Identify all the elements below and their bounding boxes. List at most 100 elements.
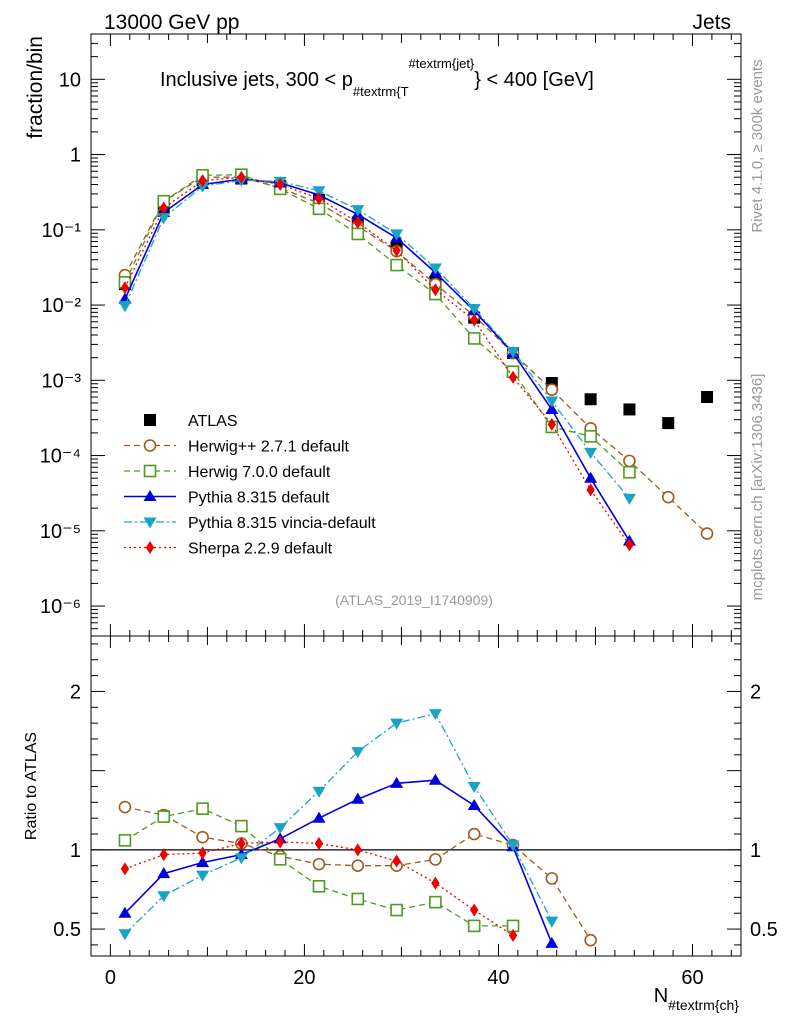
main-ylabel: fraction/bin	[24, 36, 47, 139]
main-plot: 10 1 10⁻¹ 10⁻² 10⁻³ 10⁻⁴ 10⁻⁵ 10⁻⁶	[40, 33, 742, 637]
main-atlas-point	[584, 393, 597, 406]
main-y-tick-label: 10⁻⁶	[40, 596, 81, 618]
plot-title-main: Inclusive jets, 300 < p	[160, 69, 353, 91]
ratio-herwig-2-7-1-default-point	[545, 872, 559, 885]
ratio-herwig-7-0-0-default-point	[157, 810, 171, 823]
main-sherpa-2-2-9-default-point	[625, 538, 634, 552]
ratio-pythia-8-315-vincia-default-point	[196, 870, 210, 882]
ratio-pythia-8-315-vincia-default-point	[351, 747, 365, 759]
legend-pythia-8-315-vincia-default-marker	[143, 517, 157, 529]
main-sherpa-2-2-9-default-point	[470, 313, 479, 327]
ratio-pythia-8-315-vincia-default-line	[124, 712, 553, 935]
main-sherpa-2-2-9-default-point	[237, 170, 246, 184]
main-y-tick-label: 10⁻¹	[42, 220, 82, 242]
main-herwig-2-7-1-default-point	[700, 527, 714, 540]
ratio-plot: 0 20 40 60 0.5 0.5 1 1 2 2	[53, 635, 778, 989]
ratio-pythia-8-315-vincia-default-point	[467, 781, 481, 793]
ratio-herwig-7-0-0-default-point	[196, 802, 209, 815]
ratio-pythia-8-315-vincia-default-point	[545, 916, 559, 928]
header-right: Jets	[692, 11, 731, 34]
ratio-herwig-2-7-1-default-line	[124, 806, 592, 941]
main-y-tick-label: 10⁻⁵	[40, 521, 81, 543]
header-left: 13000 GeV pp	[104, 11, 239, 34]
main-pythia-8-315-vincia-default-point	[506, 347, 520, 359]
main-herwig-7-0-0-default-point	[584, 430, 597, 443]
legend-pythia-8-315-default-label: Pythia 8.315 default	[188, 490, 330, 507]
main-herwig-2-7-1-default-point	[545, 383, 559, 397]
x-axis-label: N#textrm{ch}	[654, 985, 740, 1013]
ratio-y-tick-label-right: 0.5	[750, 919, 778, 941]
main-pythia-8-315-vincia-default-point	[390, 229, 404, 241]
main-y-tick-label: 10⁻²	[42, 295, 82, 317]
ratio-pythia-8-315-default-point	[196, 856, 210, 868]
ratio-herwig-2-7-1-default-point	[584, 933, 597, 947]
ratio-sherpa-2-2-9-default-point	[470, 903, 479, 917]
legend: ATLAS Herwig++ 2.7.1 default Herwig 7.0.0 …	[124, 413, 376, 558]
x-axis-label-sub: #textrm{ch}	[668, 997, 739, 1013]
main-pythia-8-315-vincia-default-point	[118, 301, 132, 313]
main-sherpa-2-2-9-default-point	[120, 281, 130, 295]
ratio-ylabel: Ratio to ATLAS	[23, 732, 40, 840]
legend-herwig-7-0-0-default-marker	[143, 464, 157, 478]
legend-sherpa-2-2-9-default-marker	[145, 541, 155, 554]
ratio-pythia-8-315-default-line	[124, 779, 553, 944]
main-herwig-7-0-0-default-point	[467, 332, 481, 345]
main-pythia-8-315-vincia-default-point	[351, 205, 365, 217]
main-herwig-7-0-0-default-point	[390, 258, 403, 272]
main-pythia-8-315-default-point	[584, 471, 598, 483]
ratio-pythia-8-315-default-point	[467, 799, 481, 811]
main-pythia-8-315-vincia-default-point	[428, 263, 442, 275]
main-sherpa-2-2-9-default-point	[547, 417, 557, 431]
main-pythia-8-315-default-point	[118, 292, 132, 304]
ratio-sherpa-2-2-9-default-point	[275, 835, 285, 849]
main-sherpa-2-2-9-default-point	[431, 283, 440, 297]
main-pythia-8-315-vincia-default-point	[467, 303, 481, 315]
ratio-pythia-8-315-vincia-default-point	[118, 929, 132, 941]
main-y-tick-label: 10⁻³	[42, 370, 82, 392]
main-y-tick-label: 1	[70, 145, 81, 167]
x-tick-label: 40	[487, 967, 509, 989]
main-sherpa-2-2-9-default-line	[124, 176, 630, 546]
ratio-sherpa-2-2-9-default-point	[159, 848, 168, 862]
main-sherpa-2-2-9-default-point	[353, 216, 362, 230]
ratio-herwig-2-7-1-default-point	[429, 853, 442, 866]
main-herwig-7-0-0-default-point	[351, 227, 365, 241]
ratio-herwig-7-0-0-default-point	[390, 903, 403, 917]
legend-pythia-8-315-default-marker	[143, 490, 157, 502]
main-sherpa-2-2-9-default-point	[508, 370, 518, 384]
main-atlas-point	[662, 417, 675, 430]
plot-title-sup: #textrm{jet}	[409, 56, 475, 71]
ratio-herwig-2-7-1-default-point	[312, 857, 326, 871]
legend-herwig-2-7-1-default-label: Herwig++ 2.7.1 default	[188, 439, 350, 456]
main-herwig-2-7-1-default-point	[623, 454, 636, 468]
ratio-pythia-8-315-vincia-default-point	[273, 823, 287, 835]
ratio-sherpa-2-2-9-default-point	[508, 928, 518, 942]
ratio-pythia-8-315-vincia-default-point	[506, 840, 520, 852]
ratio-herwig-7-0-0-default-point	[312, 879, 326, 893]
ratio-pythia-8-315-default-point	[390, 776, 404, 788]
plot-title-sub: #textrm{T	[353, 84, 409, 99]
analysis-tag: (ATLAS_2019_I1740909)	[335, 592, 493, 608]
ratio-frame	[90, 635, 742, 957]
ratio-pythia-8-315-default-point	[118, 906, 132, 918]
ratio-y-tick-label: 2	[70, 681, 81, 703]
ratio-sherpa-2-2-9-default-point	[353, 843, 362, 857]
ratio-pythia-8-315-vincia-default-point	[312, 786, 326, 798]
ratio-herwig-7-0-0-default-point	[351, 892, 365, 906]
main-pythia-8-315-vincia-default-point	[312, 186, 326, 198]
ratio-sherpa-2-2-9-default-point	[237, 837, 246, 851]
ratio-y-tick-label: 1	[70, 840, 81, 862]
ratio-pythia-8-315-default-point	[351, 792, 365, 804]
ratio-herwig-2-7-1-default-point	[467, 827, 481, 841]
main-pythia-8-315-vincia-default-point	[622, 493, 636, 505]
ratio-herwig-7-0-0-default-point	[273, 853, 287, 866]
main-herwig-7-0-0-default-point	[623, 465, 636, 479]
ratio-pythia-8-315-default-point	[545, 936, 559, 948]
rivet-label: Rivet 4.1.0, ≥ 300k events	[749, 59, 766, 232]
ratio-herwig-2-7-1-default-point	[118, 800, 132, 814]
ratio-herwig-2-7-1-default-point	[196, 830, 209, 844]
mcplots-label: mcplots.cern.ch [arXiv:1306.3436]	[749, 374, 766, 601]
ratio-sherpa-2-2-9-default-point	[431, 876, 440, 890]
legend-herwig-2-7-1-default-marker	[143, 439, 157, 452]
